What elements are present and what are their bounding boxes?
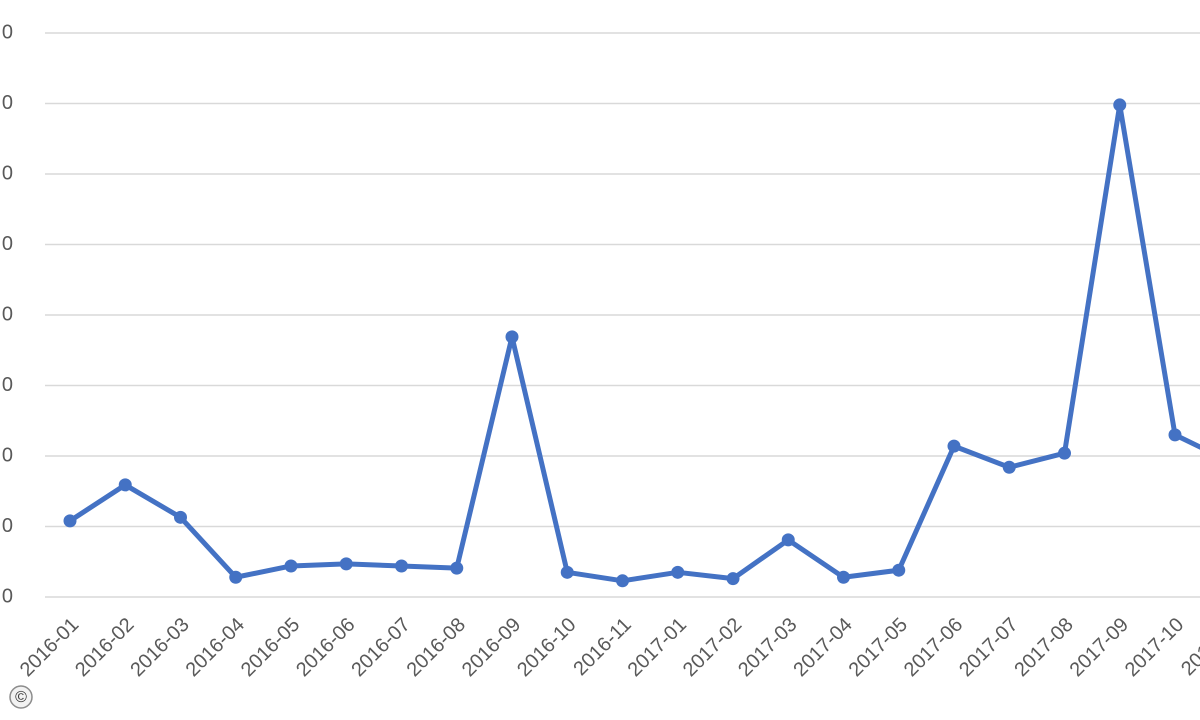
y-tick-label: 0 <box>2 444 13 466</box>
x-tick-label: 2017-10 <box>1121 614 1188 681</box>
x-tick-label: 2017-02 <box>679 614 746 681</box>
point <box>174 510 187 524</box>
x-tick-label: 2016-06 <box>292 614 359 681</box>
x-tick-label: 2016-04 <box>182 614 249 681</box>
point <box>1168 428 1182 442</box>
point <box>837 570 850 584</box>
y-tick-label: 0 <box>2 233 13 255</box>
point <box>1002 460 1016 474</box>
plot: 0000000002016-012016-022016-032016-04201… <box>2 21 1200 681</box>
x-tick-label: 2016-05 <box>237 614 304 681</box>
point <box>1058 446 1071 460</box>
x-tick-label: 2017-04 <box>789 614 856 681</box>
point <box>118 478 132 492</box>
point <box>560 565 574 579</box>
y-tick-label: 0 <box>2 515 13 537</box>
x-tick-label: 2017-01 <box>624 614 691 681</box>
y-tick-label: 0 <box>2 162 13 184</box>
x-tick-label: 2016-10 <box>513 614 580 681</box>
y-tick-label: 0 <box>2 374 13 396</box>
x-tick-label: 2016-09 <box>458 614 525 681</box>
point <box>616 574 629 588</box>
x-tick-label: 2017-08 <box>1010 614 1077 681</box>
point <box>229 570 243 584</box>
x-tick-label: 2016-07 <box>347 614 414 681</box>
point <box>505 330 519 344</box>
x-tick-label: 2017-05 <box>845 614 912 681</box>
watermark: © <box>15 689 27 706</box>
x-tick-label: 2017-09 <box>1066 614 1133 681</box>
x-tick-label: 2016-01 <box>16 614 83 681</box>
watermark-badge <box>9 685 33 709</box>
point <box>450 561 464 575</box>
point <box>947 439 961 453</box>
x-tick-label: 2016-08 <box>403 614 470 681</box>
y-tick-label: 0 <box>2 303 13 325</box>
point <box>671 565 685 579</box>
point <box>1113 98 1127 112</box>
point <box>892 563 906 577</box>
point <box>395 559 408 573</box>
x-tick-label: 2017-06 <box>900 614 967 681</box>
point <box>781 533 795 547</box>
point <box>339 557 353 571</box>
y-tick-label: 0 <box>2 92 13 114</box>
point <box>726 572 740 586</box>
x-tick-label: 2017-03 <box>734 614 801 681</box>
x-tick-label: 2016-03 <box>126 614 193 681</box>
y-tick-label: 0 <box>2 21 13 43</box>
point <box>284 559 298 573</box>
series-line <box>68 102 1200 584</box>
x-tick-label: 2016-02 <box>71 614 138 681</box>
y-tick-label: 0 <box>2 585 13 607</box>
x-tick-label: 2016-11 <box>569 614 635 680</box>
x-tick-label: 2017-07 <box>955 614 1022 681</box>
point <box>63 514 77 528</box>
